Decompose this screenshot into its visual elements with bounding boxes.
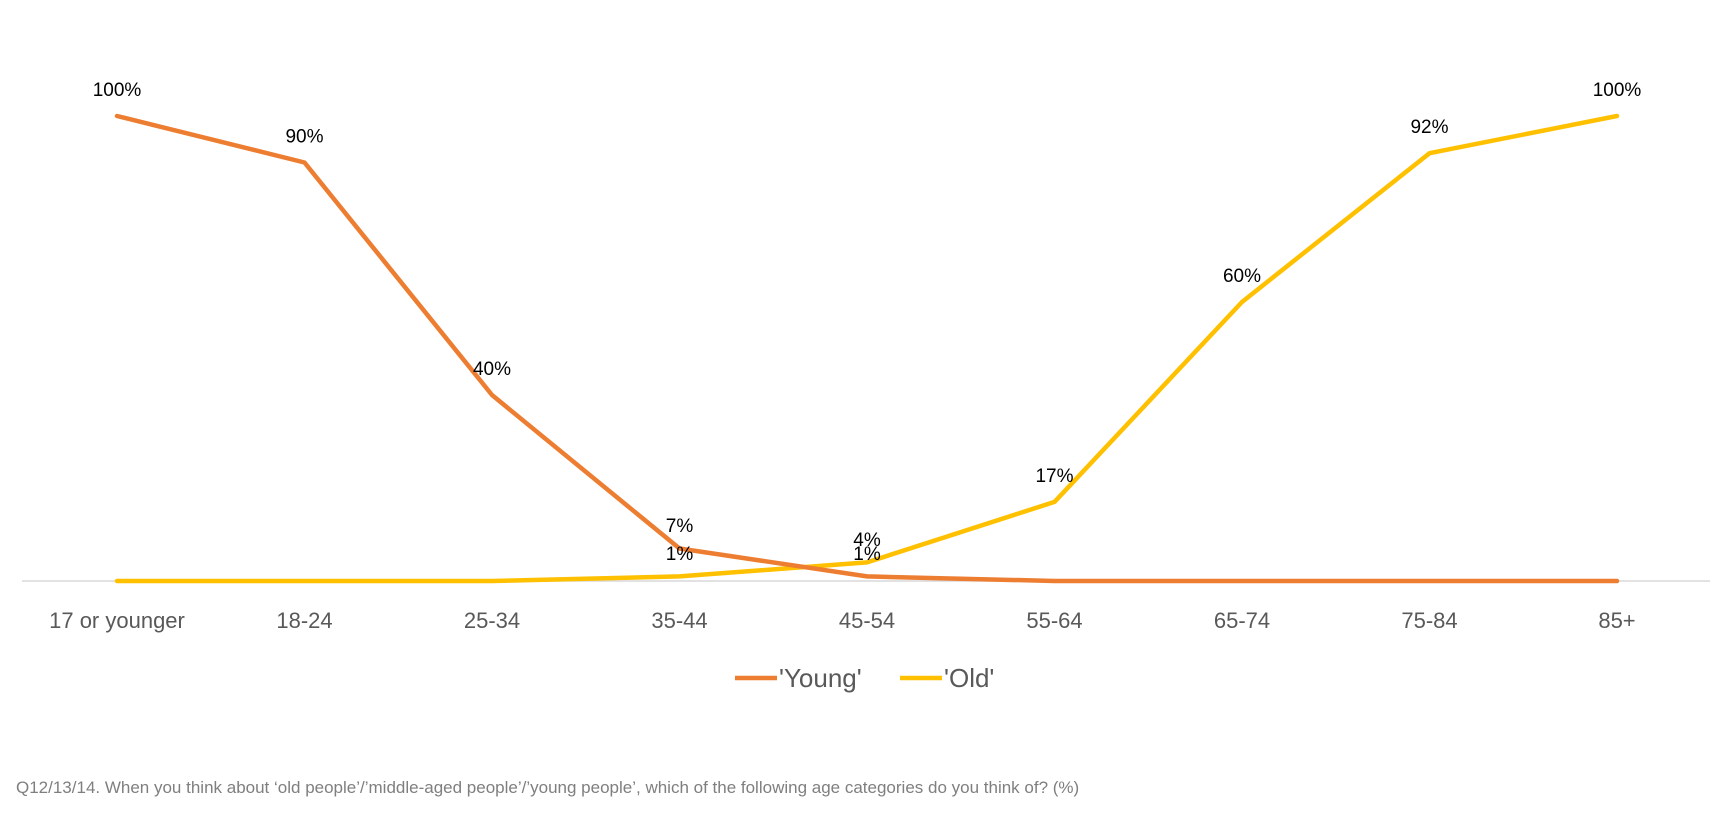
x-tick-label: 75-84 (1401, 608, 1457, 633)
series-layer (114, 113, 1620, 584)
data-label-old: 100% (1593, 80, 1642, 101)
data-label-old: 1% (666, 544, 694, 565)
line-chart: 100%90%40%7%1%1%4%17%60%92%100% 17 or yo… (22, 80, 1710, 693)
x-tick-label: 85+ (1598, 608, 1635, 633)
legend-item-young: 'Young' (735, 663, 862, 693)
x-tick-labels: 17 or younger 18-24 25-34 35-44 45-54 55-64 65… (49, 608, 1636, 633)
series-line-young (114, 113, 1620, 584)
x-tick-label: 18-24 (276, 608, 332, 633)
data-label-young: 7% (666, 516, 694, 537)
x-tick-label: 25-34 (464, 608, 520, 633)
data-label-old: 60% (1223, 266, 1261, 287)
x-tick-label: 55-64 (1026, 608, 1082, 633)
legend-item-old: 'Old' (900, 663, 994, 693)
data-label-young: 40% (473, 359, 511, 380)
x-tick-label: 45-54 (839, 608, 895, 633)
x-tick-label: 17 or younger (49, 608, 185, 633)
data-label-layer: 100%90%40%7%1%1%4%17%60%92%100% (93, 80, 1642, 565)
data-label-old: 92% (1410, 117, 1448, 138)
data-label-young: 100% (93, 80, 142, 101)
legend-label: 'Young' (779, 663, 862, 693)
data-label-young: 1% (853, 544, 881, 565)
legend-label: 'Old' (944, 663, 994, 693)
series-line-old (114, 113, 1620, 584)
data-label-old: 4% (853, 530, 881, 551)
data-label-old: 17% (1035, 466, 1073, 487)
data-label-young: 90% (285, 127, 323, 148)
legend: 'Young' 'Old' (735, 663, 994, 693)
x-tick-label: 35-44 (651, 608, 707, 633)
x-tick-label: 65-74 (1214, 608, 1270, 633)
footnote: Q12/13/14. When you think about ‘old peo… (16, 778, 1080, 797)
